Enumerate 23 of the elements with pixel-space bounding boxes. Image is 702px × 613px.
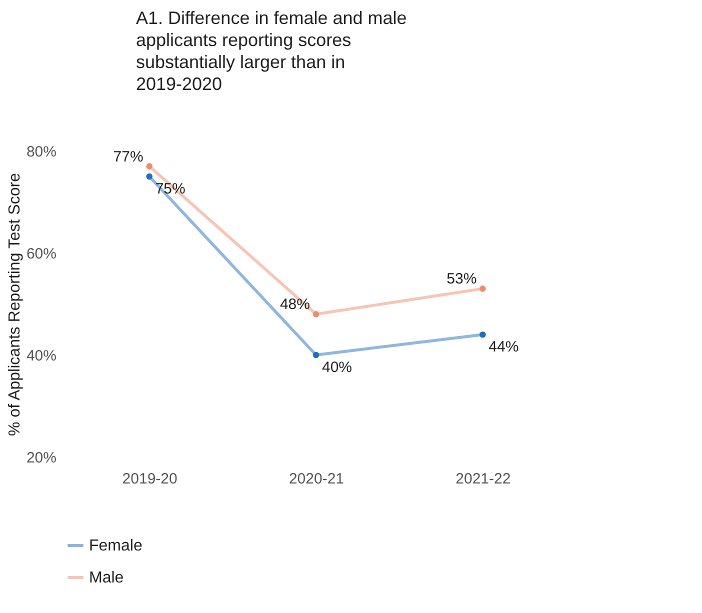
x-tick-label: 2019-20 [122,470,178,488]
legend-label: Male [89,570,124,586]
y-tick-label: 60% [26,246,56,262]
y-tick-label: 40% [26,348,56,364]
data-label: 40% [322,359,352,376]
point [480,331,486,338]
point [480,286,486,292]
y-tick-label: 80% [26,144,56,160]
data-label: 44% [488,338,519,356]
legend-label: Female [89,538,142,554]
point [146,173,152,180]
chart-title: A1. Difference in female and male applicants reporting scores substantially larger than in 2019-2020 [136,8,407,94]
data-label: 53% [446,270,477,288]
data-label: 48% [280,296,310,314]
point [312,311,320,318]
y-tick-label: 20% [26,450,56,466]
point [312,352,320,358]
data-label: 77% [113,148,144,166]
x-tick-label: 2020-21 [288,470,344,488]
data-label: 75% [155,180,186,198]
x-tick-label: 2021-22 [456,470,511,488]
y-axis-title: % of Applicants Reporting Test Score [6,172,24,436]
point [146,163,152,170]
